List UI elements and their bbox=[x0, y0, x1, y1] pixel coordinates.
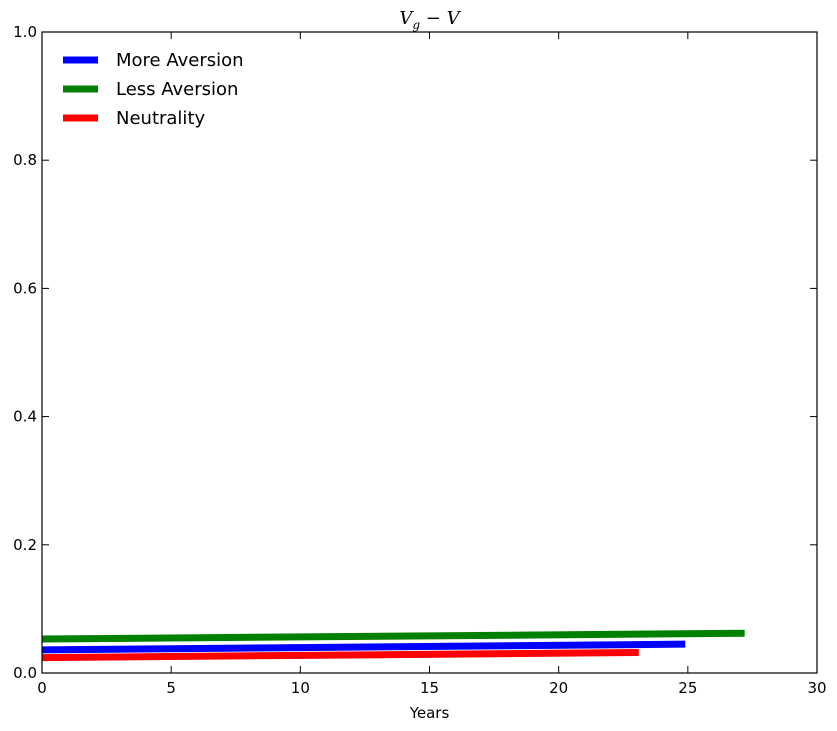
x-tick-label: 0 bbox=[37, 679, 47, 697]
series-line-less-aversion bbox=[41, 629, 745, 643]
y-tick-label: 1.0 bbox=[13, 23, 37, 41]
x-tick-label: 15 bbox=[420, 679, 439, 697]
x-tick-label: 10 bbox=[291, 679, 310, 697]
series-line-more-aversion bbox=[41, 640, 686, 654]
chart-title: Vg − V bbox=[399, 8, 461, 32]
y-tick-label: 0.0 bbox=[13, 664, 37, 682]
title-rest: − V bbox=[420, 8, 462, 29]
y-tick-label: 0.6 bbox=[13, 279, 37, 297]
legend-label: Neutrality bbox=[116, 108, 205, 129]
x-tick-label: 5 bbox=[166, 679, 176, 697]
x-axis-label: Years bbox=[409, 704, 450, 722]
y-tick-label: 0.4 bbox=[13, 408, 37, 426]
series-layer bbox=[41, 629, 745, 662]
x-tick-label: 20 bbox=[549, 679, 568, 697]
title-main: V bbox=[399, 8, 414, 29]
legend-label: More Aversion bbox=[116, 50, 244, 71]
y-tick-label: 0.2 bbox=[13, 536, 37, 554]
x-tick-label: 25 bbox=[678, 679, 697, 697]
ticks-layer: 0 5 10 15 20 25 30 0.0 0.2 0.4 0.6 0.8 1.0 bbox=[13, 23, 826, 697]
title-subscript: g bbox=[412, 18, 420, 32]
legend: More Aversion Less Aversion Neutrality bbox=[63, 50, 244, 129]
x-tick-label: 30 bbox=[807, 679, 826, 697]
y-tick-label: 0.8 bbox=[13, 151, 37, 169]
legend-label: Less Aversion bbox=[116, 79, 238, 100]
series-line-neutrality bbox=[41, 648, 639, 662]
